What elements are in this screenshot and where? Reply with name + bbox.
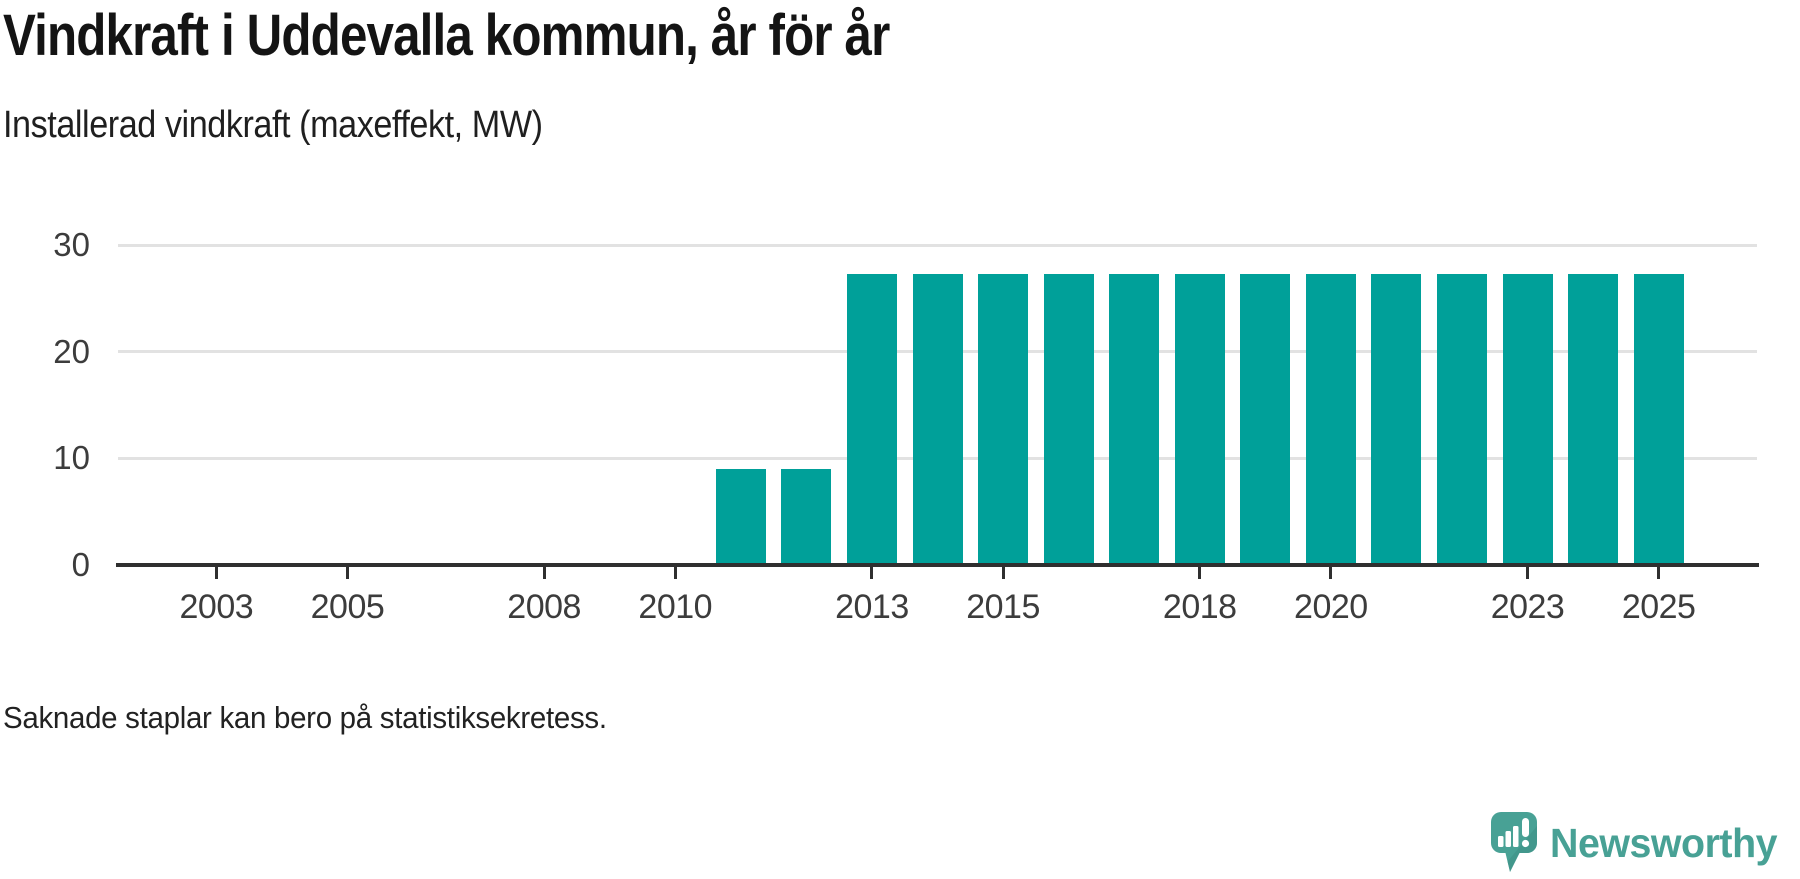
x-axis-label-2023: 2023 bbox=[1490, 588, 1565, 626]
y-axis-label-30: 30 bbox=[53, 226, 90, 263]
y-axis-label-20: 20 bbox=[53, 332, 90, 370]
newsworthy-logo: Newsworthy bbox=[1490, 812, 1787, 874]
bar-2011 bbox=[715, 469, 766, 565]
x-tick-2018 bbox=[1198, 567, 1202, 579]
x-tick-2008 bbox=[542, 567, 546, 579]
bar-2020 bbox=[1305, 273, 1356, 565]
footnote: Saknade staplar kan bero på statistiksek… bbox=[3, 700, 607, 735]
x-tick-2020 bbox=[1329, 567, 1333, 579]
x-axis-label-2005: 2005 bbox=[310, 588, 385, 626]
bar-2021 bbox=[1371, 273, 1422, 565]
bar-2019 bbox=[1240, 273, 1291, 565]
x-tick-2003 bbox=[214, 567, 218, 579]
speech-bubble-shadow bbox=[1507, 826, 1537, 872]
chart-title: Vindkraft i Uddevalla kommun, år för år bbox=[3, 3, 890, 68]
bar-2012 bbox=[781, 469, 832, 565]
x-axis-label-2013: 2013 bbox=[835, 588, 909, 626]
bar-2015 bbox=[978, 273, 1029, 565]
y-axis-label-0: 0 bbox=[71, 546, 90, 583]
x-axis-label-2015: 2015 bbox=[966, 588, 1040, 626]
bar-2017 bbox=[1109, 273, 1160, 565]
chart-subtitle: Installerad vindkraft (maxeffekt, MW) bbox=[3, 104, 543, 146]
bar-2014 bbox=[912, 273, 963, 565]
x-axis-label-2018: 2018 bbox=[1162, 588, 1237, 626]
x-tick-2005 bbox=[345, 567, 349, 579]
newsworthy-speech-bubble-bar-chart-icon bbox=[1490, 812, 1537, 874]
bar-2025 bbox=[1633, 273, 1684, 565]
x-axis-label-2003: 2003 bbox=[179, 588, 254, 626]
x-tick-2015 bbox=[1001, 567, 1005, 579]
bar-2023 bbox=[1502, 273, 1553, 565]
gridline-y-30 bbox=[118, 243, 1757, 247]
x-tick-2013 bbox=[870, 567, 874, 579]
x-tick-2023 bbox=[1526, 567, 1530, 579]
exclamation-dot bbox=[1521, 839, 1529, 848]
x-axis-line bbox=[116, 563, 1759, 567]
y-axis-label-10: 10 bbox=[53, 439, 90, 477]
x-axis-label-2008: 2008 bbox=[507, 588, 581, 626]
x-tick-2025 bbox=[1657, 567, 1661, 579]
bar-2016 bbox=[1043, 273, 1094, 565]
bar-chart-glyph bbox=[1497, 818, 1529, 848]
bar-2013 bbox=[846, 273, 897, 565]
x-tick-2010 bbox=[673, 567, 677, 579]
x-axis-label-2020: 2020 bbox=[1294, 588, 1368, 626]
bar-2022 bbox=[1436, 273, 1487, 565]
bar-2024 bbox=[1568, 273, 1619, 565]
exclamation-bar bbox=[1521, 818, 1529, 837]
newsworthy-wordmark: Newsworthy bbox=[1549, 819, 1778, 866]
x-axis-label-2010: 2010 bbox=[638, 588, 713, 626]
x-axis-label-2025: 2025 bbox=[1621, 588, 1696, 626]
bar-2018 bbox=[1174, 273, 1225, 565]
